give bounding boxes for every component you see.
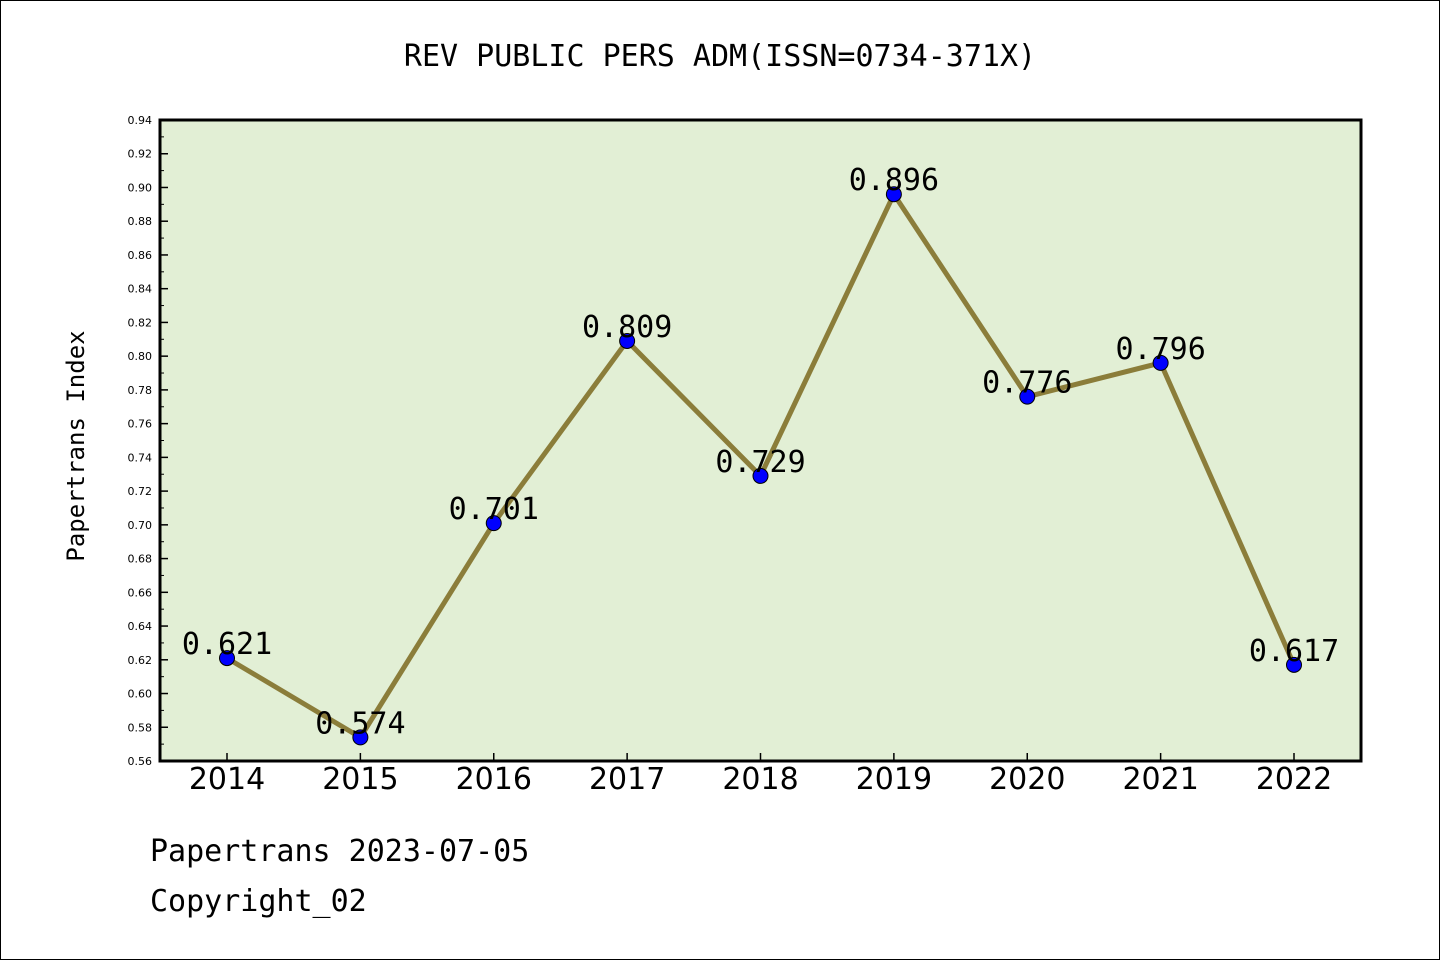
data-point-marker xyxy=(1286,656,1302,673)
y-tick-label: 0.86 xyxy=(128,249,153,262)
y-axis-label: Papertrans Index xyxy=(62,330,90,561)
y-tick-label: 0.58 xyxy=(128,721,153,734)
data-label: 0.701 xyxy=(449,492,539,527)
data-label: 0.617 xyxy=(1249,634,1339,669)
data-label: 0.729 xyxy=(715,445,805,480)
y-tick-label: 0.76 xyxy=(128,418,153,431)
data-label: 0.621 xyxy=(182,627,272,662)
data-label: 0.809 xyxy=(582,310,672,345)
x-tick-label: 2022 xyxy=(1256,762,1332,797)
y-tick-label: 0.92 xyxy=(128,148,153,161)
y-tick-label: 0.72 xyxy=(128,485,153,498)
y-tick-label: 0.80 xyxy=(128,350,153,363)
axis-ticks: 0.56 0.58 0.60 0.62 0.64 0.66 0.68 0.70 0.72 0.74… xyxy=(128,114,1333,797)
x-tick-label: 2021 xyxy=(1122,762,1198,797)
y-tick-label: 0.74 xyxy=(128,451,153,464)
y-tick-label: 0.64 xyxy=(128,620,153,633)
data-labels: 0.621 0.574 0.701 0.809 0.729 0.896 0.776 0.796… xyxy=(182,163,1339,741)
data-point-marker xyxy=(1152,354,1169,371)
y-tick-label: 0.60 xyxy=(128,688,153,701)
data-point-marker xyxy=(485,515,502,532)
data-label: 0.796 xyxy=(1115,332,1205,367)
x-tick-label: 2017 xyxy=(589,762,665,797)
x-tick-label: 2016 xyxy=(456,762,532,797)
series-markers xyxy=(219,186,1302,746)
x-tick-label: 2020 xyxy=(989,762,1065,797)
y-tick-label: 0.78 xyxy=(128,384,153,397)
data-point-marker xyxy=(352,729,369,746)
x-tick-label: 2015 xyxy=(322,762,398,797)
footer-date: Papertrans 2023-07-05 xyxy=(150,834,530,869)
y-tick-label: 0.94 xyxy=(128,114,153,127)
data-point-marker xyxy=(885,186,902,203)
y-tick-label: 0.68 xyxy=(128,553,153,566)
y-tick-label: 0.70 xyxy=(128,519,153,532)
footer-copyright: Copyright_02 xyxy=(150,884,367,919)
y-tick-label: 0.56 xyxy=(128,755,153,768)
x-tick-label: 2014 xyxy=(189,762,265,797)
y-tick-label: 0.84 xyxy=(128,283,153,296)
y-tick-label: 0.90 xyxy=(128,181,153,194)
data-point-marker xyxy=(752,467,769,484)
data-point-marker xyxy=(1019,388,1036,405)
chart-title: REV PUBLIC PERS ADM(ISSN=0734-371X) xyxy=(404,39,1036,74)
y-tick-label: 0.66 xyxy=(128,586,153,599)
data-label: 0.574 xyxy=(315,706,405,741)
x-tick-label: 2018 xyxy=(722,762,798,797)
plot-border xyxy=(158,118,1363,763)
plot-area xyxy=(160,120,1361,761)
data-point-marker xyxy=(619,332,636,349)
y-tick-label: 0.82 xyxy=(128,316,153,329)
y-tick-label: 0.62 xyxy=(128,654,153,667)
data-point-marker xyxy=(219,650,235,667)
data-label: 0.776 xyxy=(982,366,1072,401)
x-tick-label: 2019 xyxy=(856,762,932,797)
y-tick-label: 0.88 xyxy=(128,215,153,228)
data-label: 0.896 xyxy=(849,163,939,198)
